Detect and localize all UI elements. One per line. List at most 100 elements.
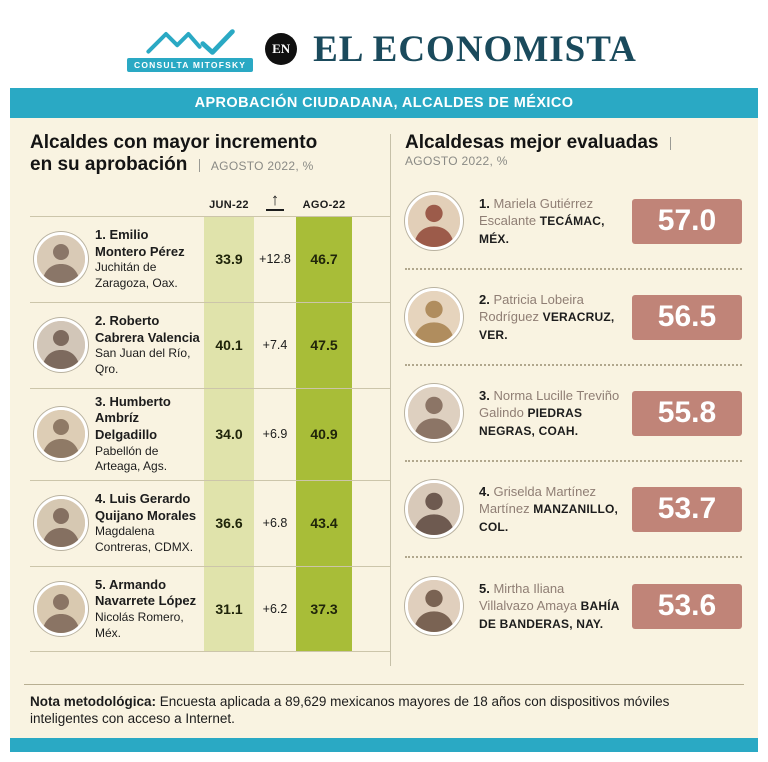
jun-value: 31.1 (204, 566, 254, 651)
list-item: 5. Mirtha Iliana Villalvazo Amaya BAHÍA … (405, 558, 742, 654)
ago-value: 43.4 (296, 480, 352, 566)
left-title-line1: Alcaldes con mayor incremento (30, 132, 318, 153)
list-item: 2. Patricia Lobeira Rodríguez VERACRUZ, … (405, 270, 742, 367)
mayor-location: Magdalena Contreras, CDMX. (95, 524, 194, 555)
ago-value: 37.3 (296, 566, 352, 651)
mayor-name: 5. Armando Navarrete López (95, 576, 197, 609)
delta-value: +6.8 (262, 516, 288, 531)
right-title-text: Alcaldesas mejor evaluadas (405, 132, 659, 153)
avatar (405, 384, 463, 443)
bottom-teal-bar (10, 738, 758, 752)
avatar (34, 318, 88, 373)
avatar (405, 577, 463, 636)
jun-value: 40.1 (204, 302, 254, 388)
mayor-name: 1. Emilio Montero Pérez (95, 227, 185, 259)
mayor-name-cell: 1. Emilio Montero Pérez Juchitán de Zara… (92, 217, 204, 302)
mitofsky-logo-icon (146, 29, 235, 55)
ago-value: 47.5 (296, 302, 352, 388)
avatar-cell (30, 303, 92, 388)
approval-score: 53.6 (632, 583, 742, 629)
rank: 4. (479, 483, 490, 499)
avatar-cell (405, 577, 473, 636)
list-item: 4. Griselda Martínez Martínez MANZANILLO… (405, 462, 742, 559)
mayor-name: Norma Lucille Treviño Galindo (479, 387, 620, 421)
left-title-line2: en su aprobación (30, 154, 188, 176)
mayor-name: 3. Humberto Ambríz Delgadillo (95, 393, 171, 443)
approval-score: 53.7 (632, 486, 742, 532)
avatar-cell (30, 567, 92, 651)
mayor-location: BAHÍA DE BANDERAS, NAY. (479, 599, 620, 632)
left-subtitle: AGOSTO 2022, % (210, 159, 314, 174)
avatar (34, 407, 88, 462)
mayor-name-cell: 1. Mariela Gutiérrez Escalante TECÁMAC, … (473, 195, 632, 249)
jun-value: 36.6 (204, 480, 254, 566)
column-jun-22: JUN-22 (209, 198, 249, 211)
mayor-location: MANZANILLO, COL. (479, 502, 619, 535)
mayor-location: San Juan del Río, Qro. (95, 346, 191, 376)
mayor-location: Pabellón de Arteaga, Ags. (95, 443, 168, 474)
left-title: Alcaldes con mayor incremento en su apro… (30, 132, 390, 177)
mayor-name: 4. Luis Gerardo Quijano Morales (95, 491, 197, 523)
delta-value: +12.8 (259, 252, 291, 267)
avatar-cell (405, 384, 473, 443)
mayor-name: Griselda Martínez Martínez (479, 483, 597, 517)
avatar-cell (405, 288, 473, 347)
mayor-name: Mirtha Iliana Villalvazo Amaya (479, 580, 578, 614)
right-title: Alcaldesas mejor evaluadas (405, 132, 742, 154)
publication-title: EL ECONOMISTA (313, 28, 637, 70)
header-arrow-cell: ↑ (254, 191, 296, 211)
en-badge: EN (265, 33, 298, 65)
rank: 2. (479, 291, 490, 307)
mayor-location: Juchitán de Zaragoza, Oax. (95, 260, 178, 290)
banner-title: APROBACIÓN CIUDADANA, ALCALDES DE MÉXICO (10, 88, 758, 118)
mitofsky-logo: CONSULTA MITOFSKY (127, 26, 254, 72)
mayor-name-cell: 3. Norma Lucille Treviño Galindo PIEDRAS… (473, 387, 632, 441)
list-item: 1. Mariela Gutiérrez Escalante TECÁMAC, … (405, 174, 742, 271)
rank: 3. (479, 387, 490, 403)
mayor-name-cell: 3. Humberto Ambríz Delgadillo Pabellón d… (92, 389, 204, 480)
avatar (405, 288, 463, 347)
left-panel: Alcaldes con mayor incremento en su apro… (24, 132, 390, 676)
table-row: 2. Roberto Cabrera Valencia San Juan del… (30, 301, 390, 388)
methodology-text: Encuesta aplicada a 89,629 mexicanos may… (30, 693, 670, 727)
table-row: 5. Armando Navarrete López Nicolás Romer… (30, 565, 390, 652)
divider (198, 159, 200, 173)
increase-table: JUN-22 ↑ AGO-22 (30, 191, 390, 652)
avatar (34, 581, 88, 636)
mayor-location: Nicolás Romero, Méx. (95, 609, 184, 640)
jun-value: 34.0 (204, 388, 254, 480)
mayor-name: Patricia Lobeira Rodríguez (479, 291, 584, 325)
approval-score: 55.8 (632, 390, 742, 436)
mayor-name-cell: 2. Patricia Lobeira Rodríguez VERACRUZ, … (473, 291, 632, 345)
rank: 1. (479, 195, 490, 211)
avatar-cell (30, 481, 92, 566)
avatar (405, 480, 463, 539)
rank: 5. (479, 580, 490, 596)
avatar-cell (405, 480, 473, 539)
vertical-divider (390, 134, 391, 666)
avatar-cell (405, 192, 473, 251)
table-row: 1. Emilio Montero Pérez Juchitán de Zara… (30, 215, 390, 302)
right-subtitle: AGOSTO 2022, % (405, 154, 508, 169)
main-content: Alcaldes con mayor incremento en su apro… (10, 118, 758, 676)
ago-value: 46.7 (296, 216, 352, 302)
approval-score: 56.5 (632, 294, 742, 340)
infographic-card: CONSULTA MITOFSKY EN EL ECONOMISTA APROB… (10, 10, 758, 752)
avatar-cell (30, 389, 92, 480)
mayor-name: 2. Roberto Cabrera Valencia (95, 313, 200, 345)
delta-value: +6.2 (262, 601, 288, 616)
mitofsky-label: CONSULTA MITOFSKY (127, 58, 254, 72)
mayor-name-cell: 4. Griselda Martínez Martínez MANZANILLO… (473, 483, 632, 537)
list-item: 3. Norma Lucille Treviño Galindo PIEDRAS… (405, 366, 742, 463)
avatar (34, 496, 88, 551)
approval-score: 57.0 (632, 198, 742, 244)
mayor-name: Mariela Gutiérrez Escalante (479, 195, 594, 229)
delta-value: +7.4 (262, 338, 288, 353)
mayor-location: VERACRUZ, VER. (479, 310, 615, 343)
delta-value: +6.9 (262, 427, 288, 442)
increase-arrow-icon: ↑ (265, 191, 285, 211)
jun-value: 33.9 (204, 216, 254, 302)
avatar (405, 192, 463, 251)
table-row: 4. Luis Gerardo Quijano Morales Magdalen… (30, 479, 390, 566)
